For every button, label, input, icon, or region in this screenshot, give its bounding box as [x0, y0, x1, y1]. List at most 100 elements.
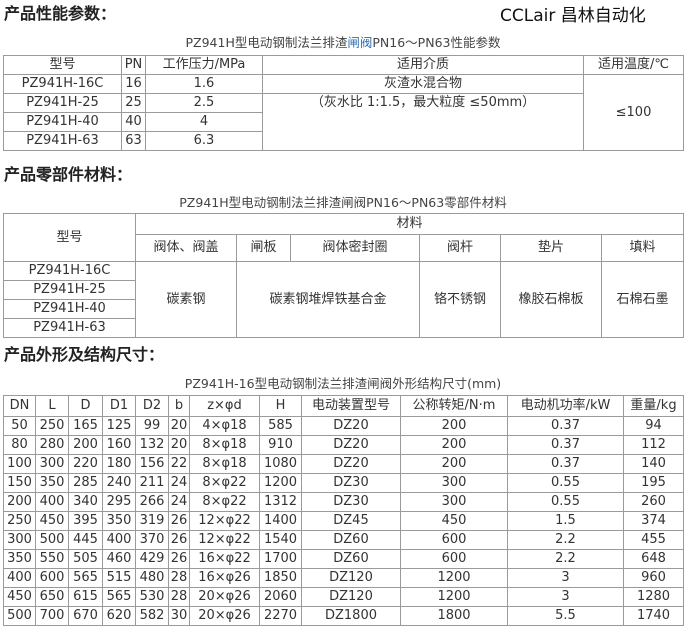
- table-cell: 150: [3, 473, 36, 493]
- table-cell: 1800: [400, 606, 508, 626]
- table-cell: 125: [102, 416, 136, 436]
- table-cell: 600: [400, 549, 508, 569]
- table-cell: 374: [623, 511, 684, 531]
- table-cell: 650: [35, 587, 69, 607]
- table-cell: 600: [400, 530, 508, 550]
- table-cell: 445: [68, 530, 103, 550]
- table-cell: 300: [35, 454, 69, 474]
- table-cell: 20: [168, 416, 190, 436]
- table-cell: 20×φ26: [189, 606, 260, 626]
- table-cell: 200: [68, 435, 103, 455]
- caption-part: PZ941H型电动钢制法兰排渣: [185, 35, 348, 50]
- table-cell: 112: [623, 435, 684, 455]
- table-cell: 1080: [259, 454, 302, 474]
- table-cell: L: [35, 395, 69, 417]
- table-cell: 80: [3, 435, 36, 455]
- table-caption-performance: PZ941H型电动钢制法兰排渣闸阀PN16～PN63性能参数: [0, 35, 686, 51]
- table-cell: 700: [35, 606, 69, 626]
- table-cell: 16: [121, 74, 146, 94]
- table-cell: 505: [68, 549, 103, 569]
- dimensions-table: DN L D D1 D2 b z×φd H 电动装置型号 公称转矩/N·m 电动机功率/kW 重量/k…: [3, 395, 684, 626]
- table-cell: 12×φ22: [189, 511, 260, 531]
- table-cell: DZ30: [301, 492, 401, 512]
- table-cell: 1200: [400, 568, 508, 588]
- table-cell: 132: [135, 435, 169, 455]
- table-cell: 电动机功率/kW: [507, 395, 624, 417]
- table-cell: 211: [135, 473, 169, 493]
- table-cell: 300: [400, 473, 508, 493]
- table-cell: 6.3: [145, 131, 263, 151]
- table-cell: 公称转矩/N·m: [400, 395, 508, 417]
- table-cell: 阀体密封圈: [290, 234, 420, 262]
- table-cell: 450: [3, 587, 36, 607]
- table-cell: 0.55: [507, 492, 624, 512]
- table-cell: 26: [168, 549, 190, 569]
- table-cell: 648: [623, 549, 684, 569]
- table-cell: 铬不锈钢: [419, 261, 501, 338]
- table-cell: 20×φ26: [189, 587, 260, 607]
- table-cell: 500: [3, 606, 36, 626]
- caption-link[interactable]: 闸阀: [347, 35, 373, 50]
- table-cell: 340: [68, 492, 103, 512]
- table-cell: 30: [168, 606, 190, 626]
- table-cell: 0.55: [507, 473, 624, 493]
- table-cell: 400: [35, 492, 69, 512]
- table-cell: 阀体、阀盖: [135, 234, 237, 262]
- table-cell: DN: [3, 395, 36, 417]
- table-cell: 910: [259, 435, 302, 455]
- table-caption-dimensions: PZ941H-16型电动钢制法兰排渣闸阀外形结构尺寸(mm): [184, 376, 502, 391]
- table-cell: 530: [135, 587, 169, 607]
- table-cell: z×φd: [189, 395, 260, 417]
- table-cell: 160: [102, 435, 136, 455]
- table-cell: 型号: [3, 55, 122, 75]
- table-cell: 300: [3, 530, 36, 550]
- table-row: 500 700 670 620 582 30 20×φ26 2270 DZ1800 1800 5.5…: [3, 606, 684, 626]
- table-cell: 1200: [400, 587, 508, 607]
- table-cell: 适用温度/℃: [583, 55, 684, 75]
- table-cell: 填料: [600, 234, 685, 262]
- table-cell: 450: [35, 511, 69, 531]
- table-cell: DZ30: [301, 473, 401, 493]
- table-cell: 2.5: [145, 93, 263, 113]
- table-cell: 橡胶石棉板: [500, 261, 602, 338]
- table-cell: 515: [102, 568, 136, 588]
- table-cell: 615: [68, 587, 103, 607]
- table-cell: 319: [135, 511, 169, 531]
- table-cell: 24: [168, 492, 190, 512]
- table-cell: DZ20: [301, 435, 401, 455]
- section-heading-dimensions: 产品外形及结构尺寸：: [4, 345, 165, 364]
- table-cell: 63: [121, 131, 146, 151]
- table-cell: 460: [102, 549, 136, 569]
- table-cell: 25: [121, 93, 146, 113]
- table-cell: 165: [68, 416, 103, 436]
- table-cell: PZ941H-25: [3, 93, 122, 113]
- table-cell: b: [168, 395, 190, 417]
- table-cell: PZ941H-40: [3, 112, 122, 132]
- table-cell: 8×φ18: [189, 454, 260, 474]
- table-cell: 240: [102, 473, 136, 493]
- table-cell: 450: [400, 511, 508, 531]
- table-cell: 260: [623, 492, 684, 512]
- table-cell: 582: [135, 606, 169, 626]
- table-cell: PZ941H-25: [3, 280, 136, 300]
- table-cell: DZ1800: [301, 606, 401, 626]
- table-cell: 250: [35, 416, 69, 436]
- table-cell: 灰渣水混合物: [262, 74, 584, 94]
- table-cell: 40: [121, 112, 146, 132]
- table-cell: 480: [135, 568, 169, 588]
- table-cell: 350: [3, 549, 36, 569]
- table-cell: 195: [623, 473, 684, 493]
- table-row: 150 350 285 240 211 24 8×φ22 1200 DZ30 300 0.55 195: [3, 473, 684, 493]
- table-row: 50 250 165 125 99 20 4×φ18 585 DZ20 200 0.37 94: [3, 416, 684, 436]
- table-cell: 140: [623, 454, 684, 474]
- table-cell: DZ120: [301, 568, 401, 588]
- performance-table: 型号 PN 工作压力/MPa 适用介质 适用温度/℃ PZ941H-16C 16 1.6 灰渣…: [3, 55, 684, 151]
- table-cell: 2060: [259, 587, 302, 607]
- table-cell: 266: [135, 492, 169, 512]
- header-model: 型号: [3, 213, 136, 262]
- table-cell: 455: [623, 530, 684, 550]
- table-cell: D2: [135, 395, 169, 417]
- table-cell: 400: [3, 568, 36, 588]
- table-cell: 100: [3, 454, 36, 474]
- table-cell: 24: [168, 473, 190, 493]
